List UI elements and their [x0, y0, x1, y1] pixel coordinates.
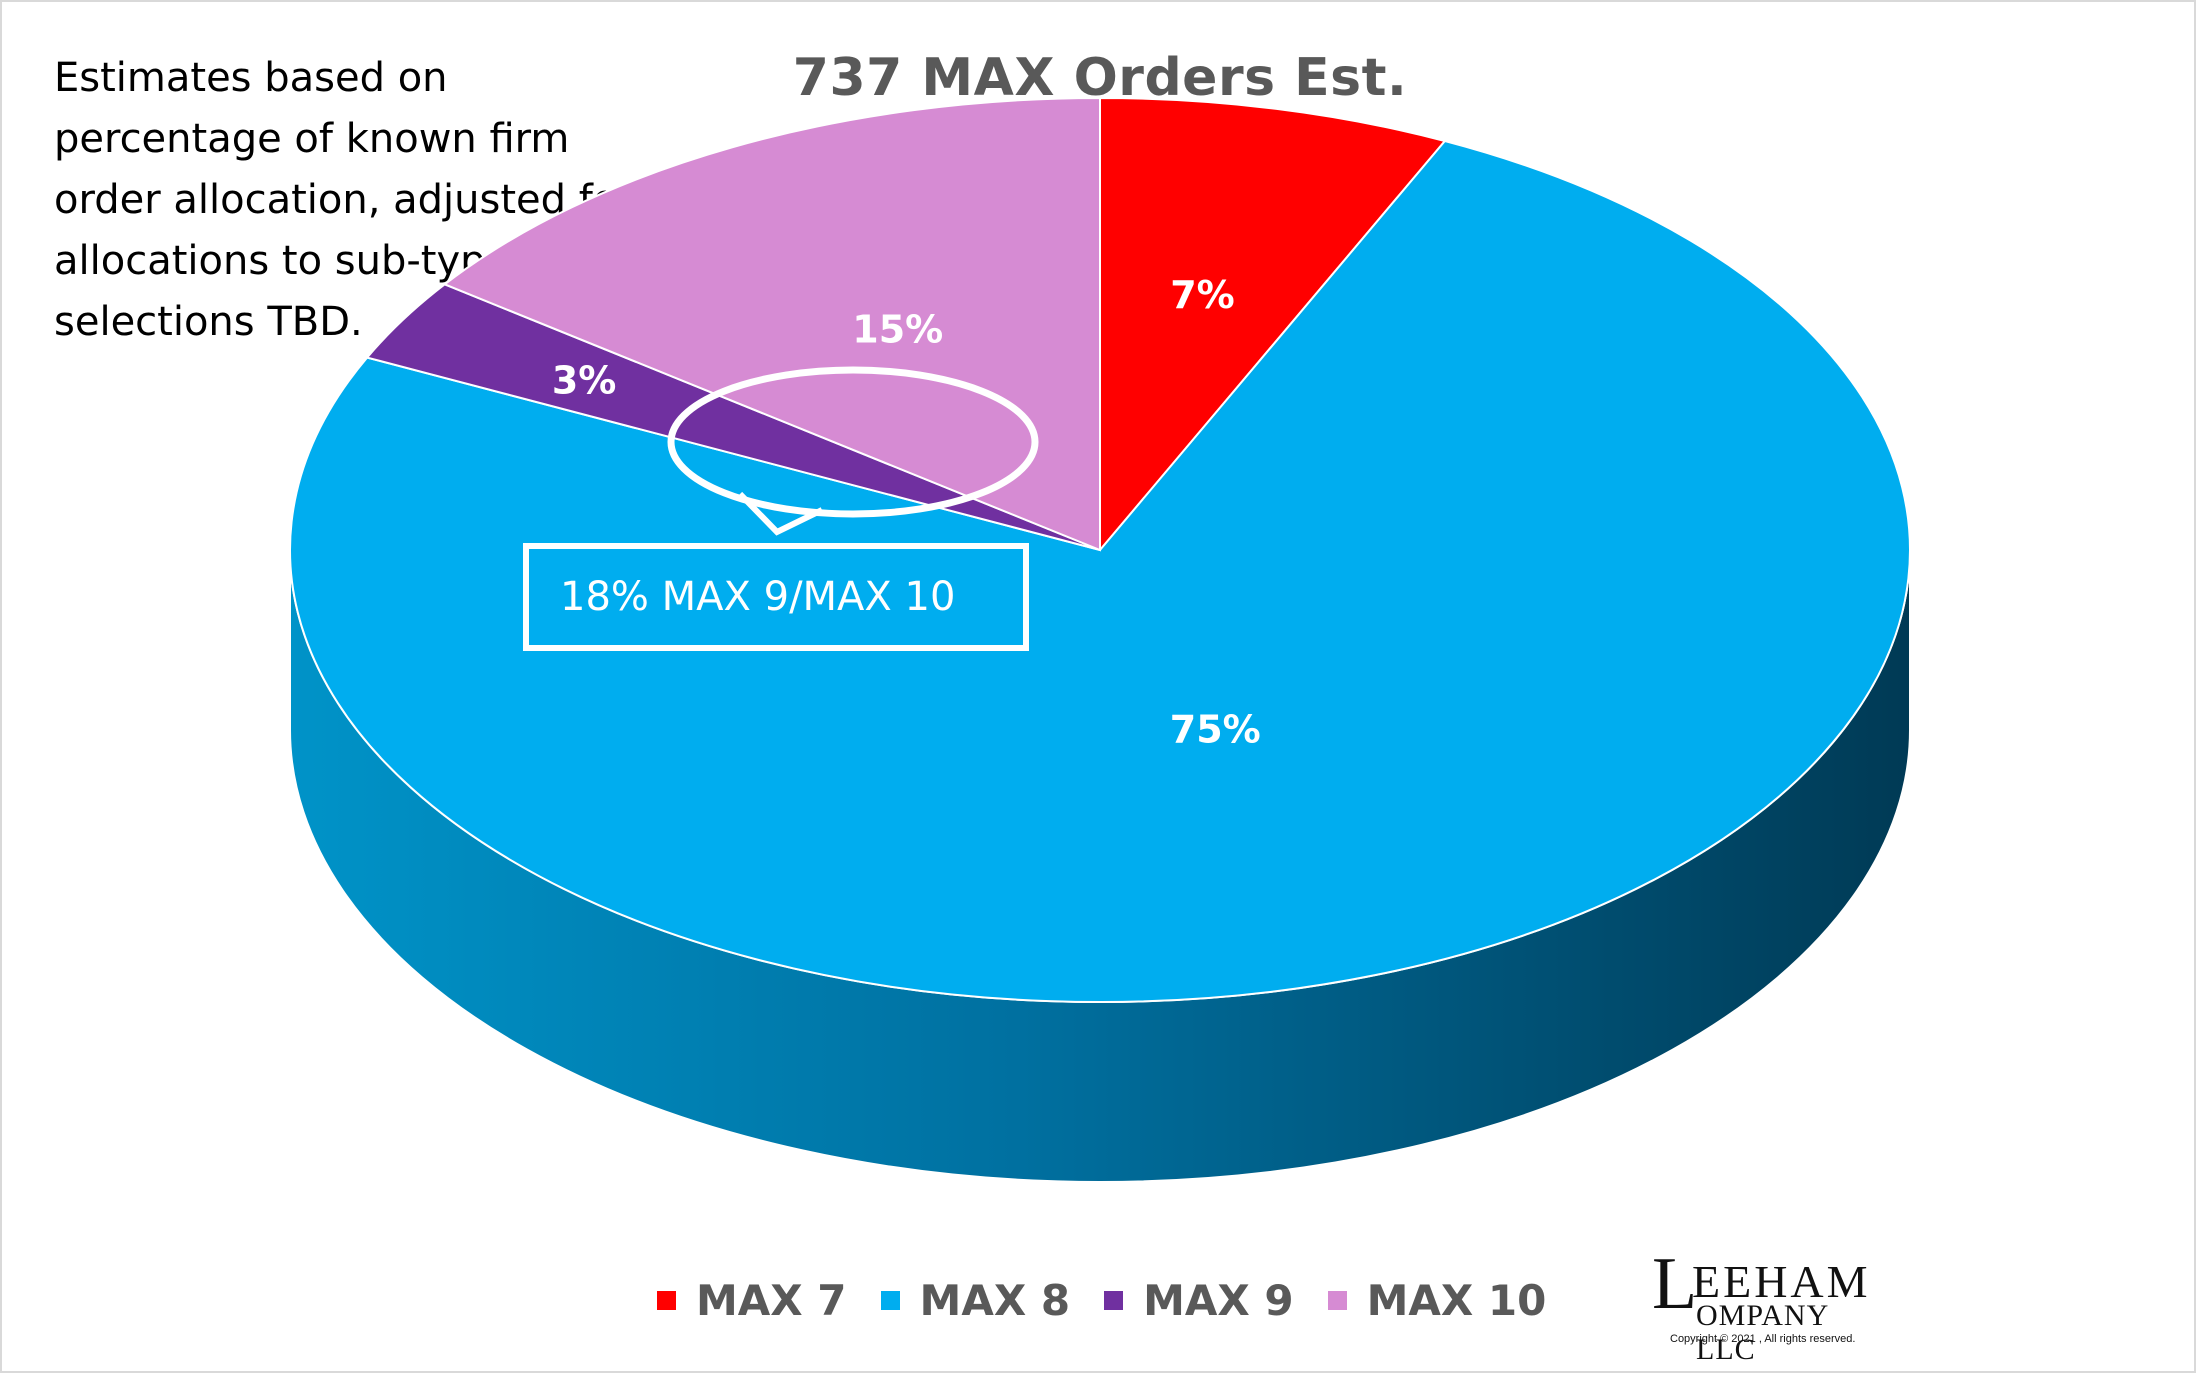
note-line: Estimates based on	[54, 55, 448, 101]
legend-swatch	[880, 1290, 900, 1310]
callout-group: 18% MAX 9/MAX 10	[523, 366, 1039, 651]
legend-label: MAX 8	[919, 1275, 1071, 1325]
leeham-company-logo: L EEHAM OMPANY LLC Copyright © 2021 , Al…	[1652, 1243, 1871, 1366]
data-label-max7: 7%	[1170, 273, 1235, 317]
legend-item-max8: MAX 8	[880, 1275, 1071, 1325]
legend-item-max9: MAX 9	[1104, 1276, 1294, 1325]
callout-label: 18% MAX 9/MAX 10	[560, 574, 955, 620]
data-label-max9: 3%	[552, 359, 617, 403]
legend-item-max10: MAX 10	[1327, 1275, 1547, 1325]
legend-swatch	[1104, 1290, 1124, 1310]
annotation-note: Estimates based on percentage of known f…	[54, 48, 694, 353]
chart-legend: MAX 7 MAX 8 MAX 9 MAX 10	[657, 1270, 1546, 1330]
data-label-max8: 75%	[1170, 708, 1261, 752]
callout-ellipse	[667, 366, 1039, 518]
note-line: percentage of known firm	[54, 116, 570, 162]
note-line: allocations to sub-type	[54, 238, 511, 284]
pie-slice-max8	[289, 139, 1911, 1003]
note-line: order allocation, adjusted for	[54, 177, 634, 223]
legend-label: MAX 9	[1143, 1275, 1294, 1325]
pie-slice-max7	[1099, 96, 1447, 553]
legend-swatch	[1327, 1290, 1347, 1310]
data-label-max10: 15%	[852, 307, 943, 351]
legend-swatch	[657, 1290, 676, 1310]
pie-data-labels: 7% 75% 3% 15%	[552, 273, 1261, 751]
callout-box	[523, 543, 1029, 651]
legend-label: MAX 10	[1366, 1275, 1547, 1325]
pie-top-slices	[289, 96, 1911, 1003]
note-line: selections TBD.	[54, 299, 363, 345]
pie-slice-max10	[442, 96, 1101, 552]
legend-label: MAX 7	[696, 1275, 847, 1325]
callout-pointer	[737, 491, 824, 536]
legend-item-max7: MAX 7	[657, 1276, 847, 1325]
